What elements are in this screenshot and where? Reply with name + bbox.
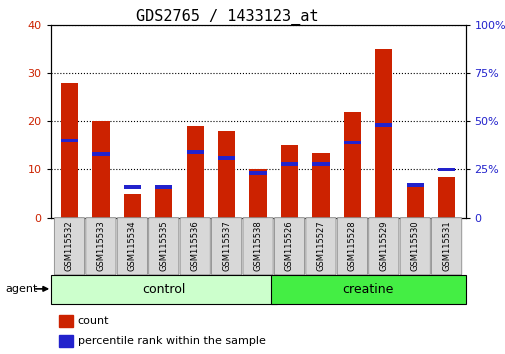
Text: GSM115530: GSM115530 bbox=[410, 221, 419, 272]
Text: GSM115535: GSM115535 bbox=[159, 221, 168, 272]
Text: GSM115534: GSM115534 bbox=[128, 221, 136, 272]
Text: GSM115537: GSM115537 bbox=[222, 221, 231, 272]
Bar bbox=[155, 185, 172, 189]
FancyBboxPatch shape bbox=[305, 218, 335, 275]
FancyBboxPatch shape bbox=[337, 218, 367, 275]
Bar bbox=[186, 126, 204, 218]
Bar bbox=[437, 177, 454, 218]
Bar bbox=[59, 315, 73, 327]
Text: GDS2765 / 1433123_at: GDS2765 / 1433123_at bbox=[136, 9, 318, 25]
Text: creatine: creatine bbox=[342, 283, 393, 296]
FancyBboxPatch shape bbox=[86, 218, 116, 275]
FancyBboxPatch shape bbox=[54, 218, 84, 275]
Bar bbox=[218, 156, 235, 160]
FancyBboxPatch shape bbox=[368, 218, 398, 275]
Bar bbox=[406, 183, 423, 187]
Bar bbox=[343, 141, 360, 144]
Bar bbox=[92, 121, 109, 218]
Text: GSM115532: GSM115532 bbox=[65, 221, 74, 272]
Bar bbox=[312, 162, 329, 166]
Text: GSM115531: GSM115531 bbox=[441, 221, 450, 272]
FancyBboxPatch shape bbox=[50, 275, 276, 304]
Bar bbox=[61, 82, 78, 218]
Text: GSM115527: GSM115527 bbox=[316, 221, 325, 272]
Bar bbox=[374, 123, 392, 127]
FancyBboxPatch shape bbox=[211, 218, 241, 275]
Bar bbox=[437, 167, 454, 171]
Bar bbox=[218, 131, 235, 218]
Text: GSM115528: GSM115528 bbox=[347, 221, 356, 272]
Bar bbox=[59, 335, 73, 347]
FancyBboxPatch shape bbox=[242, 218, 273, 275]
Bar bbox=[155, 189, 172, 218]
Text: count: count bbox=[77, 316, 109, 326]
Bar bbox=[61, 139, 78, 142]
Text: percentile rank within the sample: percentile rank within the sample bbox=[77, 336, 265, 346]
Text: GSM115536: GSM115536 bbox=[190, 221, 199, 272]
Bar bbox=[249, 171, 266, 175]
Text: GSM115538: GSM115538 bbox=[253, 221, 262, 272]
Text: GSM115533: GSM115533 bbox=[96, 221, 105, 272]
Text: agent: agent bbox=[5, 284, 37, 294]
Bar bbox=[186, 150, 204, 154]
Bar bbox=[123, 185, 141, 189]
Bar bbox=[374, 49, 392, 218]
Bar bbox=[123, 194, 141, 218]
FancyBboxPatch shape bbox=[399, 218, 429, 275]
Bar bbox=[280, 162, 297, 166]
Bar bbox=[280, 145, 297, 218]
Bar bbox=[343, 112, 360, 218]
Bar bbox=[312, 153, 329, 218]
Bar bbox=[249, 170, 266, 218]
Text: control: control bbox=[142, 283, 185, 296]
FancyBboxPatch shape bbox=[148, 218, 178, 275]
Text: GSM115529: GSM115529 bbox=[379, 221, 387, 271]
FancyBboxPatch shape bbox=[180, 218, 210, 275]
Bar bbox=[406, 186, 423, 218]
FancyBboxPatch shape bbox=[274, 218, 304, 275]
Text: GSM115526: GSM115526 bbox=[284, 221, 293, 272]
FancyBboxPatch shape bbox=[270, 275, 465, 304]
FancyBboxPatch shape bbox=[117, 218, 147, 275]
FancyBboxPatch shape bbox=[431, 218, 461, 275]
Bar bbox=[92, 152, 109, 156]
